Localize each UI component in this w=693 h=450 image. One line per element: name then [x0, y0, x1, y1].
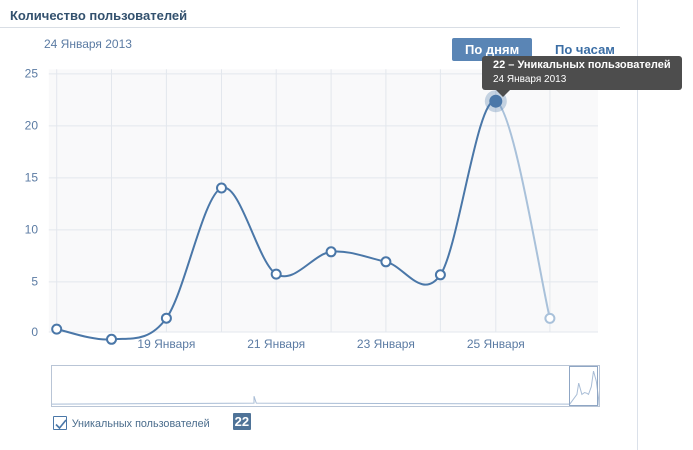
svg-text:25 Января: 25 Января	[467, 337, 525, 351]
svg-text:20: 20	[25, 119, 39, 133]
svg-text:5: 5	[31, 275, 38, 289]
svg-text:21 Января: 21 Января	[247, 337, 305, 351]
svg-text:10: 10	[25, 223, 39, 237]
svg-text:0: 0	[31, 325, 38, 339]
svg-text:25: 25	[25, 67, 39, 81]
svg-text:15: 15	[25, 171, 39, 185]
svg-text:19 Января: 19 Января	[137, 337, 195, 351]
svg-text:23 Января: 23 Января	[357, 337, 415, 351]
